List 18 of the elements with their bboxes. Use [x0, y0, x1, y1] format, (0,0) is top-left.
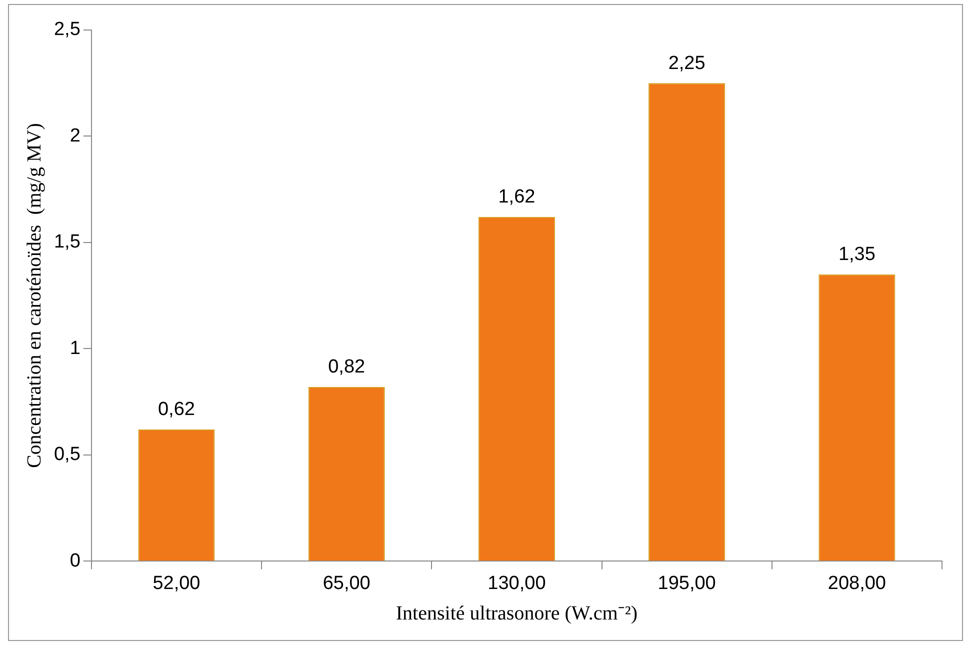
y-tick-label: 2	[70, 125, 80, 146]
x-tick-label: 52,00	[152, 572, 200, 594]
data-label: 1,62	[498, 186, 536, 208]
data-label: 2,25	[668, 52, 706, 74]
y-tick-label: 1	[70, 338, 80, 359]
y-axis-title: Concentration en caroténoïdes (mg/g MV)	[23, 123, 46, 468]
x-axis-title: Intensité ultrasonore (W.cm⁻²)	[396, 602, 638, 624]
y-tick-label: 1,5	[54, 232, 80, 253]
y-tick-label: 0,5	[54, 444, 80, 466]
x-tick-label: 130,00	[488, 572, 546, 594]
x-tick-label: 65,00	[322, 572, 370, 594]
y-tick-label: 2,5	[54, 19, 80, 40]
x-tick-label: 195,00	[658, 572, 716, 594]
y-tick-label: 0	[70, 550, 80, 572]
data-label: 1,35	[838, 244, 876, 266]
data-label: 0,82	[328, 356, 366, 378]
x-tick-label: 208,00	[828, 572, 886, 594]
data-label: 0,62	[158, 399, 195, 420]
